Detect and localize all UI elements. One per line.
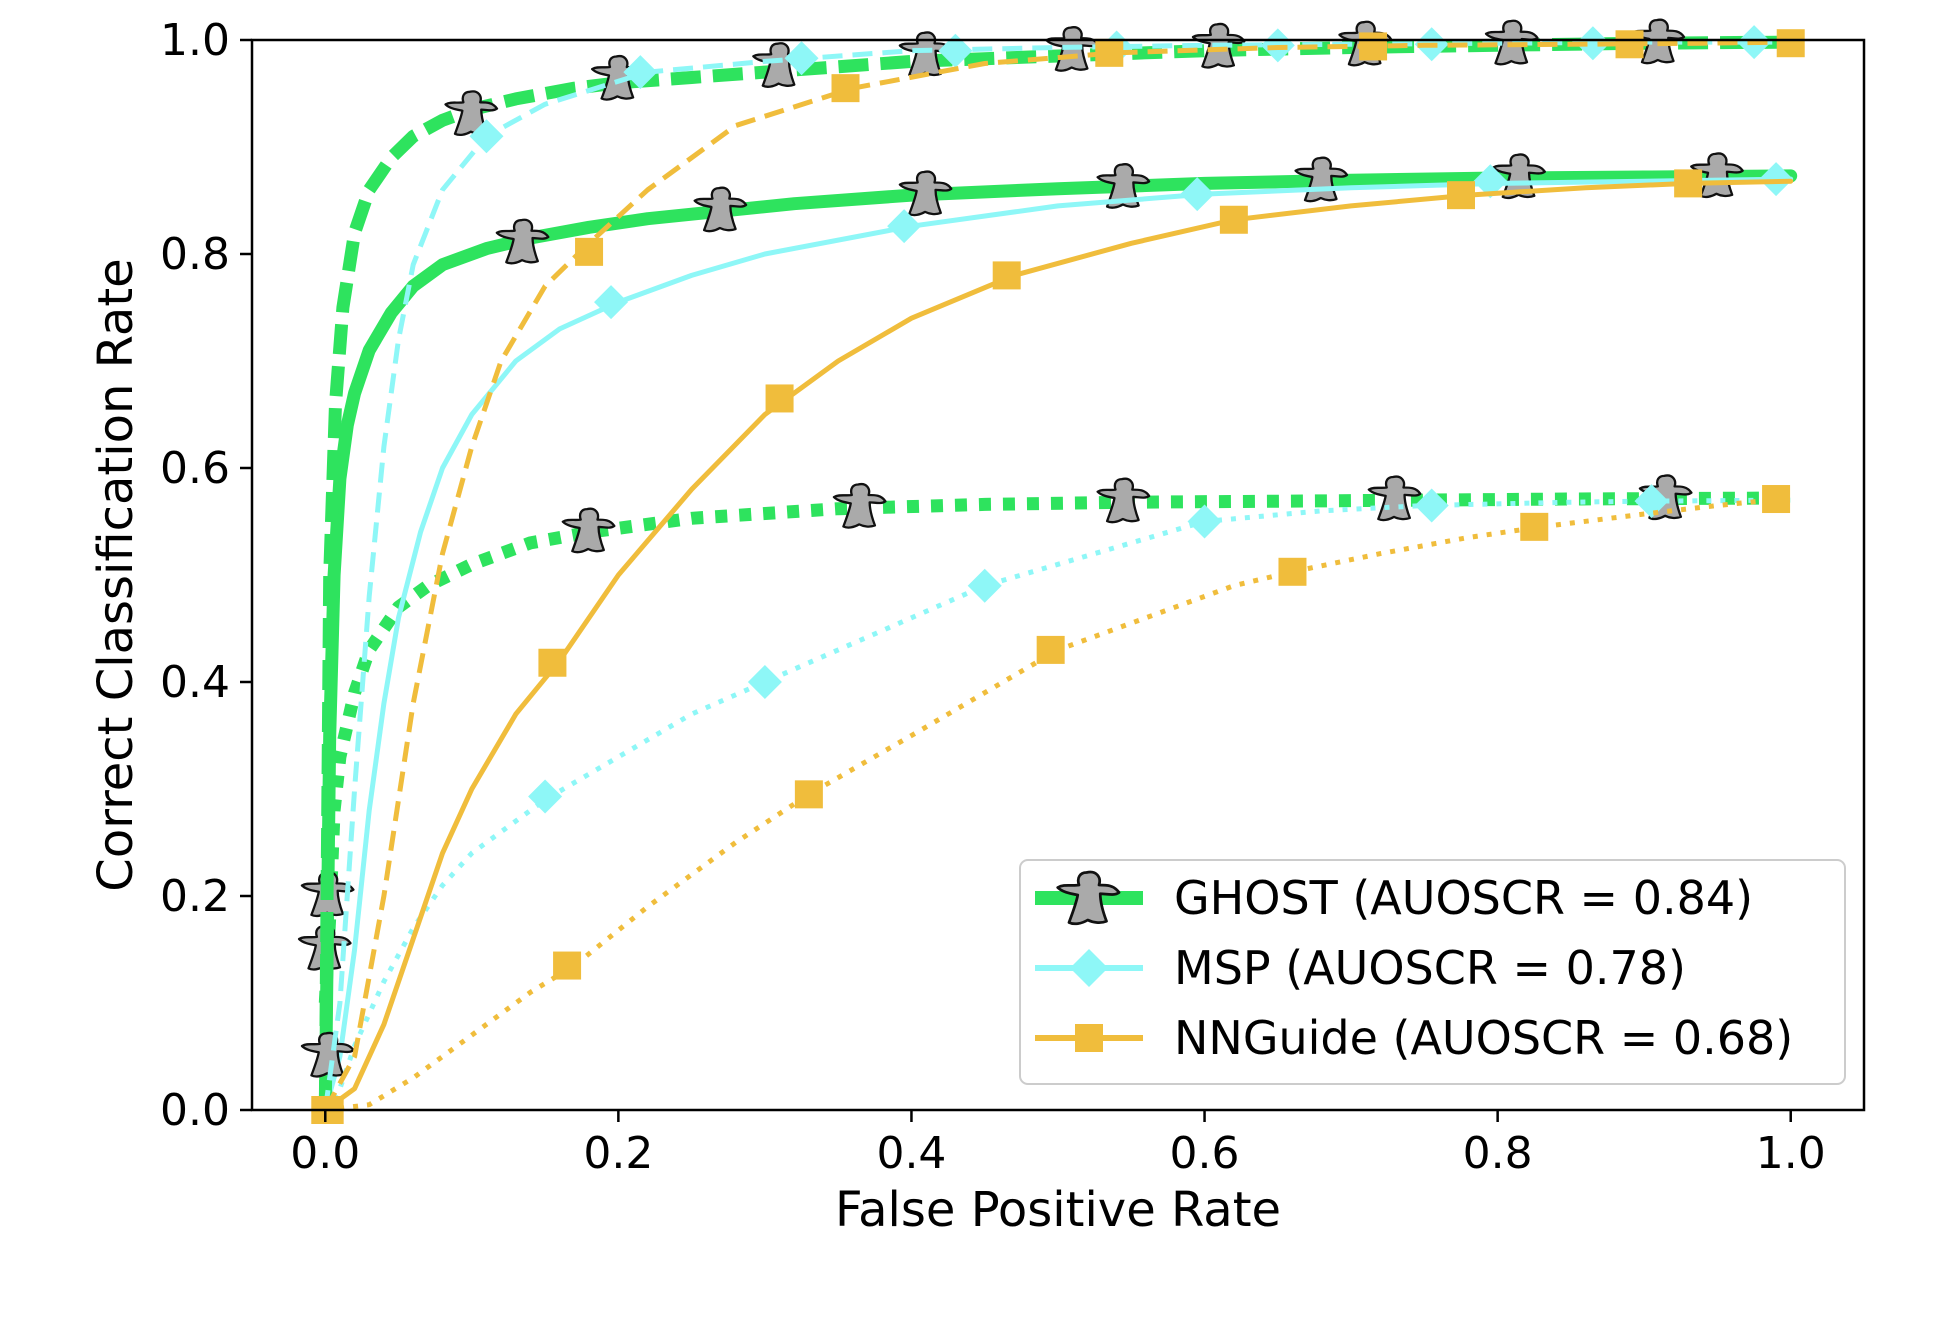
series-nnguide-dashed [315, 29, 1805, 1124]
legend-label-nnguide: NNGuide (AUOSCR = 0.68) [1174, 1011, 1793, 1065]
series-line-msp-dashed [322, 39, 1791, 1111]
legend-item-msp: MSP (AUOSCR = 0.78) [1035, 941, 1686, 995]
data-point-square [1447, 181, 1475, 210]
series-nnguide-dotted [325, 485, 1791, 1113]
data-point-square [765, 384, 794, 413]
legend-item-ghost: GHOST (AUOSCR = 0.84) [1035, 870, 1753, 926]
y-tick-label: 0.4 [160, 657, 230, 708]
data-point-square [794, 780, 823, 809]
data-point-diamond [1187, 504, 1222, 539]
legend-label-ghost: GHOST (AUOSCR = 0.84) [1174, 871, 1753, 925]
data-point-square [831, 74, 860, 103]
data-point-diamond [967, 568, 1002, 603]
y-axis: 0.0 0.2 0.4 0.6 0.8 1.0 [160, 15, 252, 1136]
legend-item-nnguide: NNGuide (AUOSCR = 0.68) [1035, 1011, 1793, 1065]
series-ghost-solid [300, 152, 1798, 1117]
data-point-square [1359, 32, 1388, 61]
data-point-square [992, 261, 1021, 290]
legend-box [1019, 859, 1846, 1085]
data-point-square [575, 237, 604, 266]
data-point-diamond [1414, 488, 1449, 523]
y-tick-label: 1.0 [160, 15, 230, 66]
data-point-square [1674, 169, 1703, 198]
data-point-diamond [938, 33, 973, 68]
series-layer [297, 18, 1805, 1124]
y-tick-label: 0.0 [160, 1085, 230, 1136]
data-point-diamond [1180, 177, 1215, 212]
data-point-square [1278, 557, 1307, 586]
data-point-diamond [1634, 484, 1669, 519]
series-ghost-dotted [297, 474, 1791, 1004]
x-tick-label: 0.6 [1170, 1128, 1240, 1179]
x-tick-label: 0.4 [876, 1128, 946, 1179]
data-point-square [1219, 205, 1248, 234]
data-point-square [538, 648, 567, 677]
axes [250, 38, 1866, 1112]
y-tick-label: 0.6 [160, 443, 230, 494]
x-tick-label: 1.0 [1756, 1128, 1826, 1179]
data-point-diamond [594, 285, 629, 320]
series-line-nnguide-solid [322, 178, 1794, 1113]
legend-label-msp: MSP (AUOSCR = 0.78) [1174, 941, 1686, 995]
x-axis: 0.0 0.2 0.4 0.6 0.8 1.0 [290, 1110, 1826, 1179]
series-msp-dotted [323, 484, 1791, 1112]
data-point-diamond [469, 119, 504, 154]
data-point-diamond [887, 209, 922, 244]
x-axis-label: False Positive Rate [835, 1182, 1281, 1238]
x-tick-label: 0.0 [290, 1128, 360, 1179]
data-point-square [1036, 635, 1065, 664]
plot-frame [250, 38, 1866, 1112]
x-tick-label: 0.8 [1463, 1128, 1533, 1179]
data-point-diamond [528, 779, 563, 814]
y-axis-label: Correct Classification Rate [88, 258, 144, 891]
data-point-square [1615, 30, 1644, 59]
series-line-nnguide-dotted [325, 495, 1791, 1113]
diamond-icon [1070, 949, 1108, 987]
data-point-square [1776, 29, 1805, 58]
data-point-square [553, 951, 582, 980]
series-line-nnguide-dashed [323, 39, 1791, 1112]
legend: GHOST (AUOSCR = 0.84) MSP (AUOSCR = 0.78… [1019, 859, 1846, 1085]
data-point-diamond [623, 55, 658, 90]
data-point-diamond [784, 41, 819, 76]
data-point-diamond [1575, 26, 1610, 61]
y-tick-label: 0.8 [160, 229, 230, 280]
series-ghost-dashed [300, 18, 1791, 1111]
data-point-square [1762, 485, 1791, 514]
series-line-msp-dotted [323, 497, 1791, 1112]
data-point-square [1520, 512, 1549, 541]
data-point-diamond [1473, 164, 1508, 199]
series-line-msp-solid [322, 176, 1794, 1113]
data-point-square [1095, 38, 1124, 67]
series-nnguide-solid [311, 169, 1794, 1124]
y-tick-label: 0.2 [160, 871, 230, 922]
series-line-ghost-dotted [318, 491, 1791, 1004]
data-point-diamond [747, 665, 782, 699]
square-icon [1075, 1024, 1103, 1052]
x-tick-label: 0.2 [583, 1128, 653, 1179]
series-line-ghost-dashed [318, 35, 1791, 1111]
